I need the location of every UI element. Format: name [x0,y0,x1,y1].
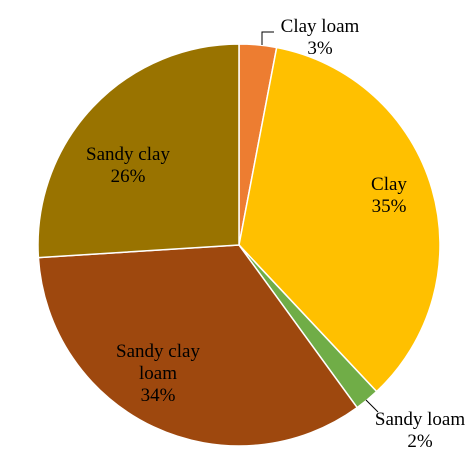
slice-value-clay: 35% [372,196,407,217]
pie-slices [37,43,441,447]
pie-slice-sandy-clay-loam [37,244,359,447]
pie-slice-sandy-clay [37,43,240,259]
slice-label-clay: Clay [371,174,407,195]
slice-value-sandy-clay-loam: 34% [141,385,176,406]
slice-label-sandy-clay-loam: Sandy clay loam [116,341,200,384]
slice-value-clay-loam: 3% [307,38,333,59]
leader-line-sandy-loam [365,399,379,413]
slice-value-sandy-clay: 26% [111,166,146,187]
slice-label-sandy-clay: Sandy clay [86,144,170,165]
slice-value-sandy-loam: 2% [407,431,433,452]
pie-slice-clay [238,46,441,393]
slice-label-sandy-loam: Sandy loam [375,409,465,430]
slice-label-clay-loam: Clay loam [281,16,360,37]
leader-line-clay-loam [261,31,274,45]
